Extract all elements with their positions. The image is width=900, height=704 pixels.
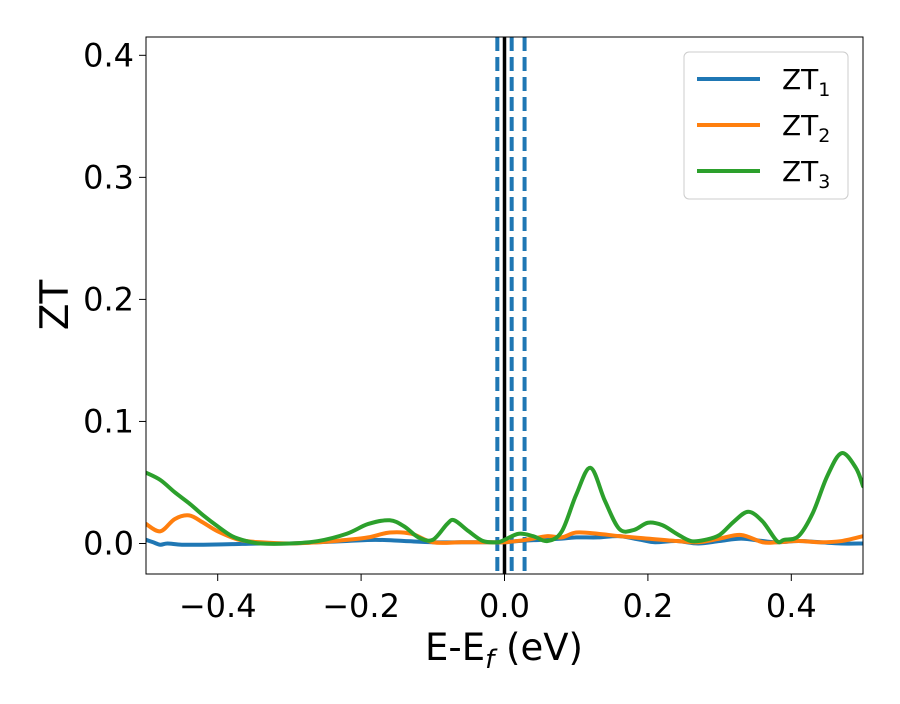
legend-label-zt2: ZT2 [782, 109, 830, 147]
vertical-reference-lines [495, 37, 527, 574]
x-tick-label-2: 0.0 [479, 587, 530, 625]
x-axis-label-main: E-E [425, 626, 485, 669]
x-tick-label-1: −0.2 [322, 587, 400, 625]
x-tick-label-0: −0.4 [179, 587, 257, 625]
legend: ZT1 ZT2 ZT3 [683, 51, 849, 200]
x-axis-label: E-Ef (eV) [425, 626, 583, 675]
x-axis-label-unit: (eV) [494, 626, 583, 669]
y-tick-label-1: 0.1 [83, 402, 134, 440]
y-axis-ticks: 0.0 0.1 0.2 0.3 0.4 [83, 36, 146, 562]
y-tick-label-2: 0.2 [83, 280, 134, 318]
x-tick-label-4: 0.4 [766, 587, 817, 625]
y-tick-label-4: 0.4 [83, 36, 134, 74]
y-tick-label-0: 0.0 [83, 524, 134, 562]
x-axis-ticks: −0.4 −0.2 0.0 0.2 0.4 [179, 574, 817, 625]
legend-box [683, 51, 849, 200]
y-tick-label-3: 0.3 [83, 158, 134, 196]
y-axis-label: ZT [33, 280, 78, 331]
x-tick-label-3: 0.2 [622, 587, 673, 625]
series-lines [146, 451, 863, 547]
series-line-zt3 [146, 451, 863, 546]
legend-label-zt3: ZT3 [782, 155, 830, 193]
legend-label-zt1: ZT1 [782, 63, 830, 101]
